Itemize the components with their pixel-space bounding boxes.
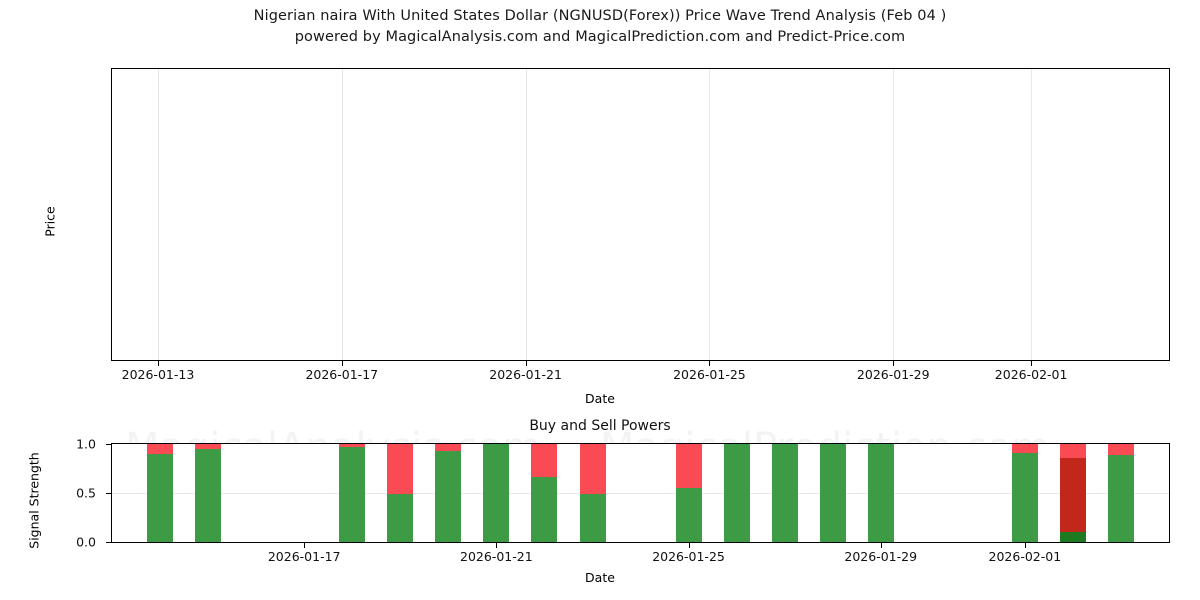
signal-bar-buy-segment [483, 444, 510, 542]
signal-bar-buy-segment [723, 444, 750, 542]
signal-bar-sell-segment [1059, 444, 1086, 533]
signal-bar-sell-cap [1059, 444, 1086, 458]
signal-bar[interactable] [1108, 444, 1134, 542]
signal-bar-sell-segment [1011, 444, 1038, 453]
price-y-axis-title: Price [42, 206, 58, 237]
signal-bar-sell-segment [339, 444, 366, 447]
signal-bar-buy-segment [867, 444, 894, 542]
signal-y-tick-label-0: 0.0 [76, 534, 96, 550]
price-x-tick-label-5: 2026-02-01 [994, 367, 1068, 382]
signal-bar[interactable] [1011, 444, 1038, 542]
signal-bar-sell-segment [531, 444, 558, 478]
price-gridline-v-5 [1031, 69, 1033, 360]
signal-bar[interactable] [1059, 444, 1086, 542]
signal-x-tick-label-1: 2026-01-21 [460, 549, 533, 564]
signal-bar[interactable] [723, 444, 750, 542]
signal-x-tick-label-2: 2026-01-25 [652, 549, 725, 564]
price-x-tick-mark-1 [341, 361, 343, 366]
signal-y-tick-mark-2 [106, 444, 111, 445]
signal-bar-buy-segment [435, 450, 462, 542]
signal-bar-sell-segment [387, 444, 414, 494]
signal-y-tick-label-2: 1.0 [76, 436, 96, 452]
price-x-tick-mark-4 [893, 361, 895, 366]
price-gridline-v-1 [341, 69, 343, 360]
signal-bar[interactable] [147, 444, 173, 542]
signal-x-tick-mark-0 [304, 543, 306, 548]
signal-bar-sell-segment [579, 444, 606, 494]
signal-bar[interactable] [339, 444, 366, 542]
signal-bar-sell-segment [675, 444, 702, 489]
signal-bar-buy-segment [531, 477, 558, 542]
signal-gridline-h-1 [112, 493, 1169, 494]
price-x-tick-label-2: 2026-01-21 [489, 367, 562, 382]
signal-bar-buy-segment [771, 444, 798, 542]
signal-x-tick-mark-3 [880, 543, 882, 548]
signal-bar-buy-segment [339, 446, 366, 542]
signal-y-tick-mark-0 [106, 542, 111, 543]
signal-bar-sell-segment [195, 444, 222, 449]
title-line-1: Nigerian naira With United States Dollar… [253, 8, 947, 24]
signal-x-tick-label-0: 2026-01-17 [267, 549, 341, 564]
signal-bar[interactable] [483, 444, 510, 542]
signal-bar-buy-segment [1011, 452, 1038, 542]
price-x-tick-label-1: 2026-01-17 [305, 367, 379, 382]
title-line-2: powered by MagicalAnalysis.com and Magic… [294, 29, 906, 45]
signal-x-axis-title: Date [585, 570, 615, 585]
signal-x-tick-label-3: 2026-01-29 [844, 549, 918, 564]
signal-bar[interactable] [867, 444, 894, 542]
signal-y-axis-title: Signal Strength [26, 452, 42, 549]
signal-bar-buy-segment [1059, 532, 1086, 542]
price-gridline-v-4 [893, 69, 895, 360]
price-gridline-v-2 [525, 69, 527, 360]
price-x-tick-mark-2 [525, 361, 527, 366]
signal-x-tick-mark-4 [1024, 543, 1026, 548]
price-x-tick-mark-0 [157, 361, 159, 366]
signal-bar[interactable] [531, 444, 558, 542]
signal-bar[interactable] [771, 444, 798, 542]
price-x-tick-mark-3 [709, 361, 711, 366]
signal-bar[interactable] [579, 444, 606, 542]
price-x-tick-mark-5 [1031, 361, 1033, 366]
price-x-tick-label-4: 2026-01-29 [856, 367, 930, 382]
signal-chart-plot-area [111, 443, 1170, 543]
signal-bar-sell-segment [1108, 444, 1134, 455]
signal-y-tick-mark-1 [106, 493, 111, 494]
signal-bar-sell-segment [435, 444, 462, 451]
price-wave-bands [112, 69, 1169, 360]
price-x-axis-title: Date [585, 391, 615, 406]
signal-bar[interactable] [387, 444, 414, 542]
signal-bar[interactable] [819, 444, 846, 542]
signal-bar[interactable] [675, 444, 702, 542]
signal-bar-buy-segment [1108, 454, 1134, 542]
price-x-tick-label-3: 2026-01-25 [673, 367, 746, 382]
signal-bar-buy-segment [819, 444, 846, 542]
price-x-tick-label-0: 2026-01-13 [121, 367, 195, 382]
signal-bar-buy-segment [195, 448, 222, 542]
signal-bar-buy-segment [579, 494, 606, 542]
price-gridline-v-0 [158, 69, 159, 360]
signal-x-tick-label-4: 2026-02-01 [988, 549, 1062, 564]
signal-bar-sell-segment [147, 444, 173, 454]
signal-x-tick-mark-2 [688, 543, 690, 548]
signal-x-tick-mark-1 [496, 543, 498, 548]
page-title: Nigerian naira With United States Dollar… [0, 6, 1200, 48]
signal-chart-title: Buy and Sell Powers [529, 418, 671, 434]
signal-bar-buy-segment [387, 494, 414, 542]
signal-bar[interactable] [435, 444, 462, 542]
signal-bar-buy-segment [675, 488, 702, 542]
price-chart-plot-area [111, 68, 1170, 361]
price-gridline-v-3 [709, 69, 711, 360]
signal-bar-buy-segment [147, 453, 173, 542]
signal-bar[interactable] [195, 444, 222, 542]
signal-y-tick-label-1: 0.5 [76, 485, 96, 501]
